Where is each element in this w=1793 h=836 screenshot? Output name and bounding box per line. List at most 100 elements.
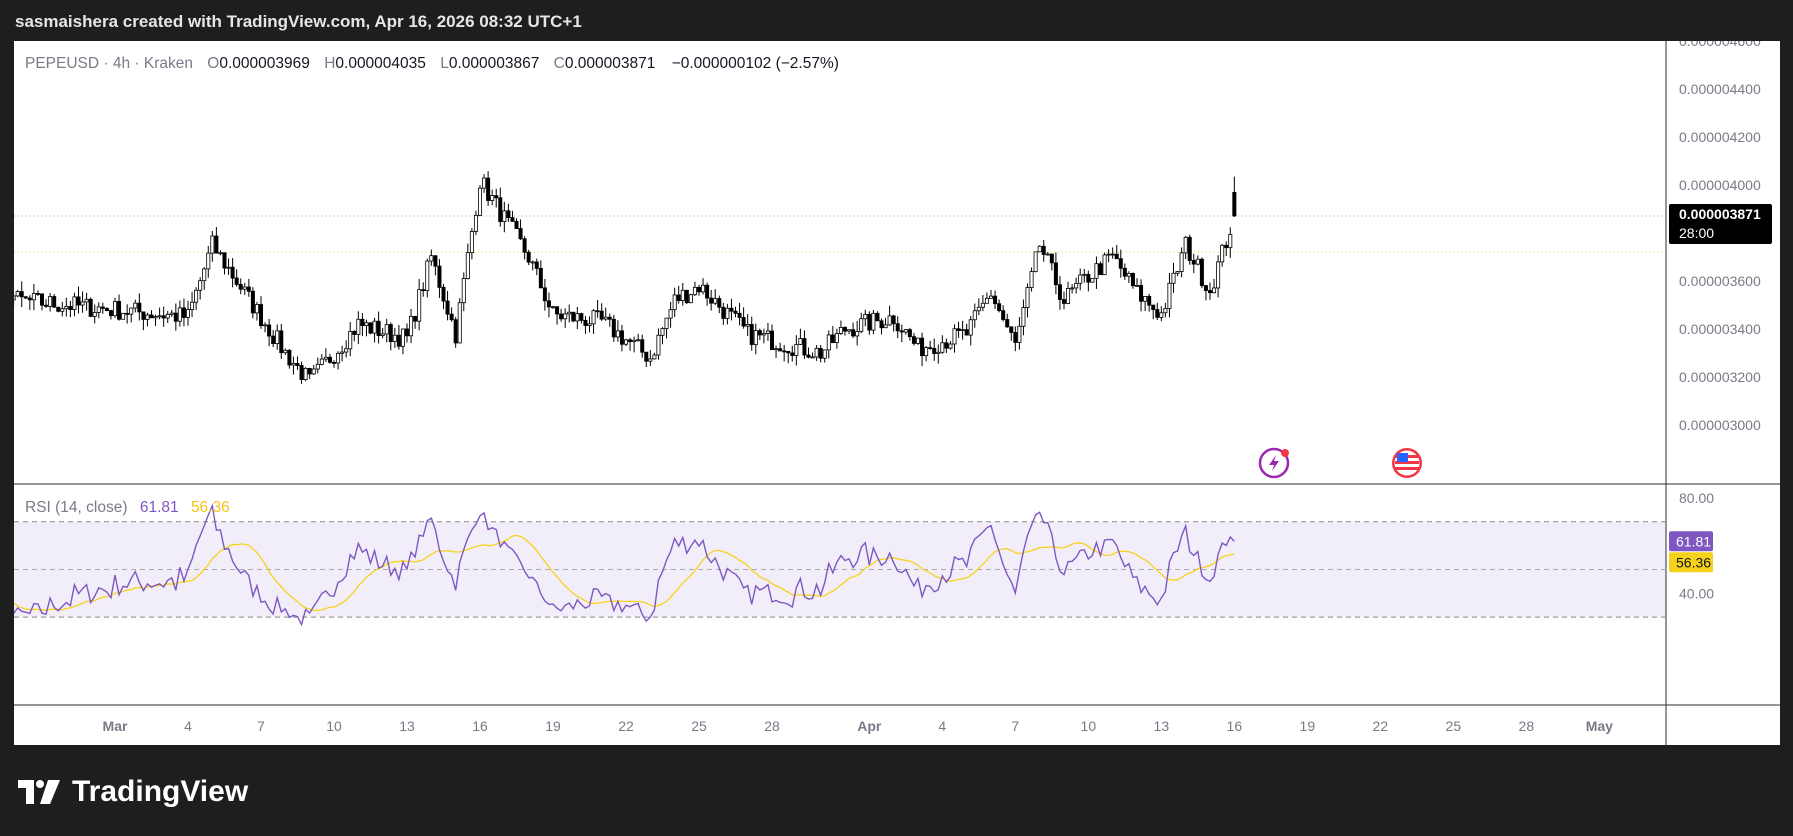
- chart-svg[interactable]: 0.000004600 0.000004400 0.000004200 0.00000…: [0, 33, 1780, 745]
- candle-body: [518, 228, 523, 240]
- candle-body: [198, 280, 203, 291]
- candle-body: [1033, 251, 1038, 272]
- candle-body: [413, 315, 418, 322]
- candle-body: [250, 290, 255, 314]
- candle-body: [595, 310, 600, 313]
- candle-body: [1135, 284, 1140, 287]
- candle-body: [676, 294, 681, 302]
- candle-body: [307, 367, 312, 375]
- candle-body: [1199, 258, 1204, 286]
- candle-body: [1143, 295, 1148, 302]
- candle-body: [392, 334, 397, 342]
- time-tick-label: 16: [1227, 718, 1243, 734]
- time-tick-label: 4: [184, 718, 192, 734]
- candle-body: [1203, 285, 1208, 291]
- candle-body: [826, 334, 831, 351]
- candle-body: [498, 197, 503, 223]
- candle-body: [989, 295, 994, 299]
- candle-body: [1013, 332, 1018, 343]
- change-value: −0.000000102 (−2.57%): [672, 55, 839, 72]
- candle-body: [932, 347, 937, 354]
- candle-body: [664, 317, 669, 329]
- candle-body: [928, 347, 933, 349]
- candle-body: [668, 309, 673, 319]
- candle-body: [1090, 277, 1095, 283]
- candle-body: [534, 261, 539, 269]
- candle-body: [851, 329, 856, 337]
- earnings-bolt-icon[interactable]: [1258, 447, 1290, 479]
- candle-body: [607, 316, 612, 320]
- price-tick-label: 0.000004000: [1679, 177, 1761, 193]
- rsi-value-text: 61.81: [1676, 533, 1711, 549]
- candle-body: [802, 338, 807, 356]
- candle-body: [980, 302, 985, 308]
- candle-body: [1066, 287, 1071, 304]
- candle-body: [336, 352, 341, 364]
- candle-body: [206, 252, 211, 270]
- candle-body: [409, 315, 414, 337]
- candle-body: [169, 312, 174, 315]
- candle-body: [1045, 253, 1050, 256]
- tradingview-brand[interactable]: TradingView: [18, 772, 248, 812]
- candle-body: [76, 296, 81, 306]
- candle-body: [761, 333, 766, 336]
- candle-body: [400, 328, 405, 347]
- candle-body: [879, 320, 884, 329]
- candle-body: [972, 310, 977, 321]
- candle-body: [964, 329, 969, 336]
- candle-body: [725, 307, 730, 319]
- candle-body: [729, 307, 734, 312]
- time-tick-label: 7: [257, 718, 265, 734]
- candle-body: [713, 298, 718, 304]
- candle-body: [1212, 287, 1217, 294]
- candle-body: [867, 313, 872, 331]
- candle-body: [798, 338, 803, 345]
- candle-body: [599, 310, 604, 320]
- us-flag-icon[interactable]: [1392, 448, 1422, 478]
- rsi-label: RSI (14, close): [25, 499, 128, 516]
- candle-body: [1220, 244, 1225, 263]
- candle-body: [976, 306, 981, 312]
- candle-body: [705, 284, 710, 299]
- candle-body: [863, 313, 868, 320]
- candle-body: [753, 330, 758, 345]
- time-tick-label: 25: [691, 718, 707, 734]
- candle-body: [421, 289, 426, 292]
- candle-body: [340, 351, 345, 354]
- brand-name: TradingView: [72, 775, 249, 808]
- candle-body: [636, 339, 641, 342]
- candle-body: [161, 315, 166, 319]
- candle-body: [1171, 272, 1176, 284]
- candle-body: [680, 289, 685, 302]
- candle-body: [433, 255, 438, 267]
- candle-body: [660, 328, 665, 336]
- candle-body: [1126, 273, 1131, 277]
- candle-body: [1232, 192, 1237, 217]
- candle-body: [697, 286, 702, 293]
- candle-body: [765, 330, 770, 334]
- time-tick-label: 16: [472, 718, 488, 734]
- candle-body: [380, 333, 385, 337]
- candle-body: [1005, 319, 1010, 328]
- candle-body: [960, 329, 965, 332]
- candle-body: [757, 330, 762, 336]
- candle-body: [956, 328, 961, 331]
- candle-body: [1001, 310, 1006, 320]
- candle-body: [121, 312, 126, 320]
- candle-body: [944, 342, 949, 349]
- candle-body: [640, 339, 645, 353]
- candle-body: [210, 235, 215, 254]
- tradingview-logo-icon: [18, 780, 60, 804]
- candle-body: [1029, 271, 1034, 288]
- candle-body: [376, 320, 381, 337]
- candle-body: [287, 349, 292, 366]
- candle-body: [688, 294, 693, 304]
- candle-body: [920, 337, 925, 357]
- candle-body: [299, 365, 304, 380]
- candle-body: [258, 304, 263, 327]
- candle-body: [770, 330, 775, 351]
- candle-body: [656, 334, 661, 356]
- candle-body: [542, 287, 547, 302]
- rsi-legend: RSI (14, close) 61.81 56.36: [25, 499, 230, 516]
- candle-body: [818, 347, 823, 359]
